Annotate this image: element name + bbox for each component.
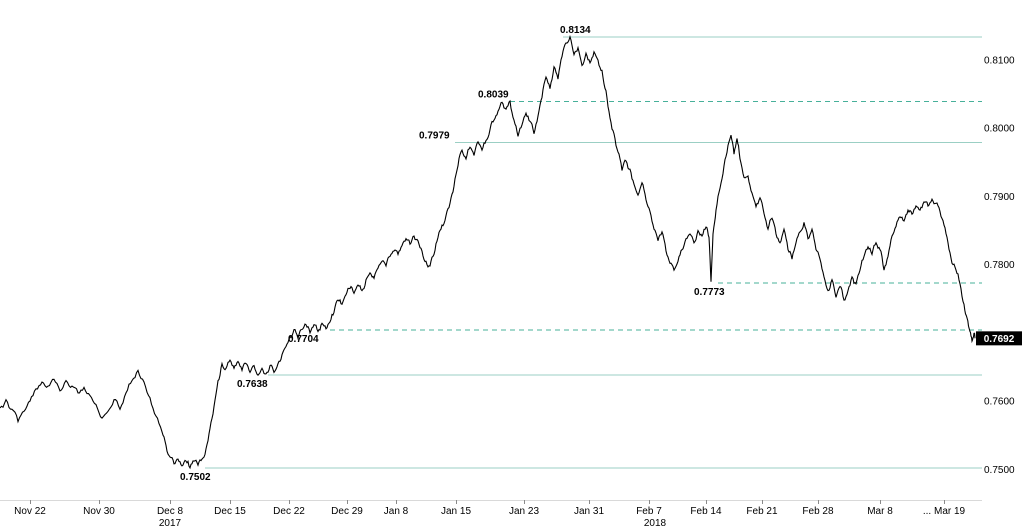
x-tick-label: Dec 8 bbox=[157, 506, 184, 517]
last-price-badge bbox=[976, 331, 1022, 346]
level-label: 0.8039 bbox=[478, 90, 509, 101]
x-tick-label: Jan 23 bbox=[509, 506, 539, 517]
year-label: 2018 bbox=[644, 518, 667, 529]
x-tick-label: Jan 31 bbox=[574, 506, 604, 517]
level-label: 0.8134 bbox=[560, 25, 591, 36]
x-tick-label: Mar 8 bbox=[867, 506, 893, 517]
x-tick-label: Feb 28 bbox=[802, 506, 834, 517]
price-line bbox=[0, 34, 976, 470]
x-tick-label: Jan 15 bbox=[441, 506, 471, 517]
y-tick-label: 0.7900 bbox=[984, 192, 1015, 203]
x-tick-label: Feb 14 bbox=[690, 506, 722, 517]
x-tick-label: Jan 8 bbox=[384, 506, 409, 517]
level-label: 0.7704 bbox=[288, 334, 319, 345]
level-label: 0.7638 bbox=[237, 379, 268, 390]
x-tick-label: Dec 22 bbox=[273, 506, 305, 517]
y-tick-label: 0.7500 bbox=[984, 465, 1015, 476]
y-tick-label: 0.7800 bbox=[984, 260, 1015, 271]
year-label: 2017 bbox=[159, 518, 182, 529]
x-tick-label: Nov 22 bbox=[14, 506, 46, 517]
x-tick-label: ... Mar 19 bbox=[923, 506, 966, 517]
x-tick-label: Dec 29 bbox=[331, 506, 363, 517]
y-tick-label: 0.8100 bbox=[984, 56, 1015, 67]
x-tick-label: Feb 7 bbox=[636, 506, 662, 517]
level-label: 0.7979 bbox=[419, 131, 450, 142]
y-tick-label: 0.8000 bbox=[984, 124, 1015, 135]
level-label: 0.7773 bbox=[694, 287, 725, 298]
x-tick-label: Feb 21 bbox=[746, 506, 778, 517]
x-tick-label: Dec 15 bbox=[214, 506, 246, 517]
level-label: 0.7502 bbox=[180, 472, 211, 483]
last-price-badge-text: 0.7692 bbox=[984, 334, 1015, 345]
x-tick-label: Nov 30 bbox=[83, 506, 115, 517]
y-tick-label: 0.7600 bbox=[984, 397, 1015, 408]
